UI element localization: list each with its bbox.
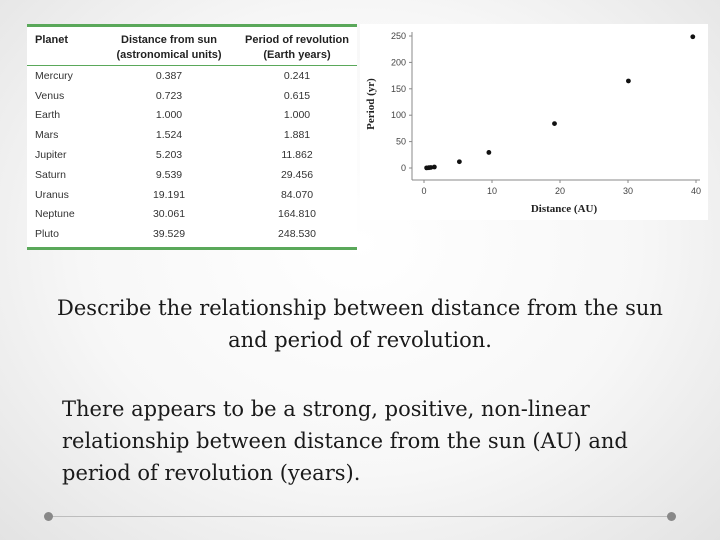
header-period: Period of revolution (Earth years) [237, 27, 357, 66]
table-row: Earth 1.000 1.000 [27, 106, 357, 126]
y-tick-label: 250 [391, 31, 406, 41]
cell-planet: Jupiter [35, 149, 67, 162]
table-body: Mercury 0.387 0.241 Venus 0.723 0.615 Earth 1.0… [27, 66, 357, 245]
x-tick-label: 10 [487, 186, 497, 196]
header-distance-line1: Distance from sun [121, 34, 217, 46]
header-distance-line2: (astronomical units) [116, 49, 222, 61]
cell-planet: Saturn [35, 168, 66, 181]
data-point [626, 78, 631, 84]
answer-text: There appears to be a strong, positive, … [62, 397, 628, 485]
cell-period: 1.881 [283, 129, 311, 142]
cell-planet: Venus [35, 89, 65, 102]
chart-points [424, 34, 696, 171]
planet-table: Planet Distance from sun (astronomical u… [27, 27, 357, 244]
data-point [552, 121, 557, 127]
y-tick-label: 100 [391, 110, 406, 120]
cell-period: 29.456 [280, 168, 314, 181]
y-tick-label: 200 [391, 57, 406, 67]
cell-distance: 0.387 [155, 69, 183, 82]
table-row: Venus 0.723 0.615 [27, 86, 357, 106]
table-row: Pluto 39.529 248.530 [27, 224, 357, 244]
header-distance: Distance from sun (astronomical units) [101, 27, 237, 66]
cell-distance: 0.723 [155, 89, 183, 102]
header-planet: Planet [35, 34, 69, 46]
cell-planet: Mercury [35, 69, 73, 82]
table-row: Saturn 9.539 29.456 [27, 165, 357, 185]
cell-period: 11.862 [281, 149, 313, 162]
data-point [431, 164, 437, 170]
table-row: Mars 1.524 1.881 [27, 125, 357, 145]
scatter-chart-svg: 0 50 100 150 200 250 0 10 20 30 40 Distance (AU) P… [365, 31, 701, 215]
cell-planet: Pluto [35, 228, 59, 241]
table-header: Planet Distance from sun (astronomical u… [27, 27, 357, 66]
cell-period: 84.070 [280, 188, 314, 201]
bottom-left-dot-icon [44, 512, 53, 521]
table-row: Neptune 30.061 164.810 [27, 205, 357, 225]
cell-distance: 19.191 [152, 188, 186, 201]
cell-planet: Neptune [35, 208, 75, 221]
data-point [456, 159, 462, 165]
cell-period: 248.530 [278, 228, 316, 241]
x-tick-label: 20 [555, 186, 565, 196]
header-period-line2: (Earth years) [263, 49, 331, 61]
x-tick-label: 30 [623, 186, 633, 196]
planet-data-table: Planet Distance from sun (astronomical u… [27, 24, 357, 250]
cell-planet: Earth [35, 109, 61, 122]
cell-distance: 1.000 [155, 109, 183, 122]
cell-period: 164.810 [278, 208, 316, 221]
table-row: Uranus 19.191 84.070 [27, 185, 357, 205]
cell-distance: 30.061 [152, 208, 186, 221]
data-point [690, 34, 696, 40]
x-axis-label: Distance (AU) [531, 203, 598, 215]
cell-period: 1.000 [283, 109, 311, 122]
question-text: Describe the relationship between distan… [57, 296, 663, 352]
header-period-line1: Period of revolution [245, 34, 349, 46]
x-tick-label: 40 [691, 186, 701, 196]
table-row: Mercury 0.387 0.241 [27, 66, 357, 86]
cell-period: 0.241 [283, 69, 311, 82]
cell-distance: 1.524 [155, 129, 183, 142]
data-point [486, 150, 492, 155]
cell-planet: Uranus [35, 188, 69, 201]
chart-axes: 0 50 100 150 200 250 0 10 20 30 40 [391, 31, 701, 196]
bottom-rule [48, 516, 672, 517]
y-axis-label: Period (yr) [365, 78, 377, 130]
scatter-chart: 0 50 100 150 200 250 0 10 20 30 40 Distance (AU) P… [360, 24, 708, 220]
y-tick-label: 0 [401, 163, 406, 173]
cell-planet: Mars [35, 129, 59, 142]
y-tick-label: 50 [396, 137, 406, 147]
y-tick-label: 150 [391, 84, 406, 94]
data-point [428, 165, 434, 170]
table-row: Jupiter 5.203 11.862 [27, 145, 357, 165]
cell-distance: 5.203 [155, 149, 183, 162]
x-tick-label: 0 [421, 186, 426, 196]
cell-distance: 9.539 [155, 168, 183, 181]
cell-period: 0.615 [283, 89, 311, 102]
bottom-right-dot-icon [667, 512, 676, 521]
cell-distance: 39.529 [152, 228, 186, 241]
